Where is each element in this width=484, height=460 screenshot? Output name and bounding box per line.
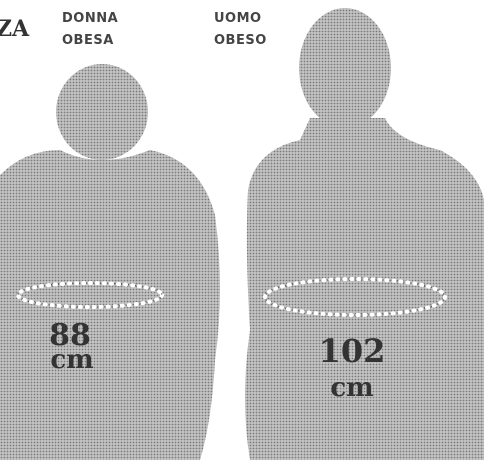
illustration: ZA DONNA OBESA UOMO OBESO 88 cm 102 cm — [0, 0, 484, 460]
woman-silhouette — [0, 64, 220, 460]
figure-label: UOMO — [214, 11, 262, 26]
figure-label: OBESA — [62, 33, 114, 48]
page: ZA DONNA OBESA UOMO OBESO 88 cm 102 cm (… — [0, 0, 484, 460]
waist-value: 102 — [319, 332, 386, 370]
figure-label: DONNA — [62, 11, 118, 26]
waist-unit: cm — [330, 373, 373, 403]
waist-unit: cm — [50, 345, 93, 375]
cut-off-heading: ZA — [0, 16, 30, 42]
figure-label: OBESO — [214, 33, 267, 48]
